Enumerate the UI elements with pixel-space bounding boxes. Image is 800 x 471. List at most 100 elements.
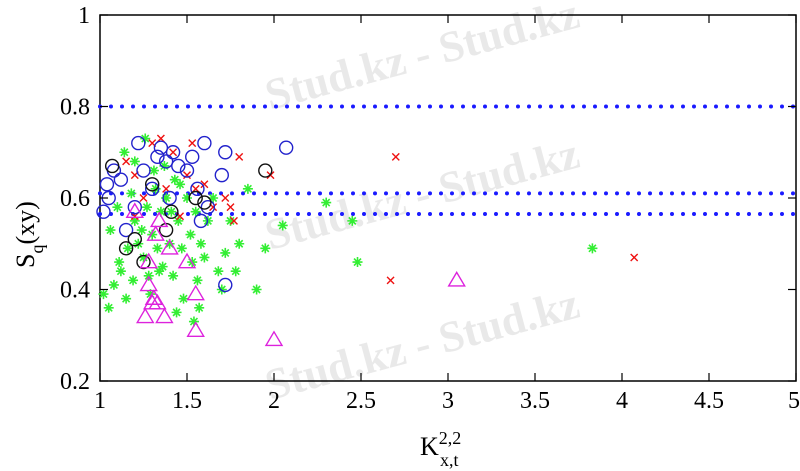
star-point (154, 266, 165, 277)
star-point (133, 238, 144, 249)
x-point (122, 157, 131, 166)
star-point (115, 266, 126, 277)
axis-labels: K2,2 x,t Sq(xy) (11, 201, 461, 470)
circle-point (118, 222, 134, 238)
circle-point (136, 163, 151, 178)
x-tick-label: 4.5 (694, 388, 724, 414)
triangle-point (160, 238, 179, 255)
star-point (103, 302, 114, 313)
star-point (176, 243, 187, 254)
y-tick-label: 1 (78, 3, 90, 29)
circle-point (153, 140, 169, 155)
star-point (141, 202, 152, 213)
star-point (129, 156, 140, 167)
x-point (191, 184, 200, 193)
star-point (251, 284, 262, 295)
circle-point (190, 181, 205, 197)
triangle-point (186, 321, 205, 337)
star-point (199, 252, 210, 263)
x-point (169, 148, 178, 157)
star-point (230, 266, 241, 277)
star-point (171, 307, 182, 318)
star-point (188, 316, 199, 327)
star-point (161, 193, 172, 203)
triangle-point (155, 307, 174, 324)
star-point (192, 275, 203, 286)
star-point (122, 243, 133, 254)
star-point (216, 284, 227, 295)
star-point (152, 243, 163, 254)
x-point (226, 203, 235, 212)
circle-point (127, 199, 143, 215)
triangle-point (139, 252, 158, 269)
star-point (166, 206, 177, 217)
circle-point (197, 195, 212, 210)
star-point (178, 293, 189, 304)
circle-point (278, 140, 294, 155)
x-point (130, 212, 139, 221)
star-point (128, 275, 139, 286)
star-point (173, 215, 184, 226)
star-point (260, 243, 271, 254)
x-tick-label: 4 (616, 388, 628, 414)
data-marks (96, 133, 639, 347)
star-point (190, 206, 201, 217)
circle-point (218, 277, 233, 293)
triangle-point (264, 330, 284, 347)
star-point (234, 238, 245, 249)
triangle-point (186, 284, 205, 301)
x-point (183, 171, 191, 180)
circle-point (96, 204, 111, 219)
circle-point (188, 190, 203, 206)
x-tick-label: 3.5 (520, 388, 550, 414)
circle-point (171, 158, 186, 174)
x-tick-label: 2.5 (346, 388, 376, 414)
triangle-point (125, 202, 145, 219)
y-tick-label: 0.8 (60, 95, 90, 121)
star-point (108, 279, 119, 290)
triangle-point (148, 293, 167, 310)
star-point (213, 266, 224, 277)
circle-point (162, 190, 177, 206)
star-point (169, 174, 180, 185)
circle-point (185, 149, 200, 165)
circle-point (218, 145, 233, 160)
star-point (185, 229, 196, 240)
star-point (136, 225, 147, 236)
star-point (105, 225, 116, 236)
circle-point (113, 172, 129, 187)
x-point (139, 194, 148, 202)
star-point (157, 261, 168, 272)
triangle-point (447, 270, 466, 287)
x-point (630, 253, 639, 262)
circle-point (104, 158, 120, 174)
star-point (155, 206, 166, 217)
circle-point (214, 167, 230, 183)
star-point (175, 179, 186, 190)
star-point (182, 193, 192, 203)
star-point (195, 238, 206, 249)
x-tick-label: 5 (788, 388, 800, 414)
circle-point (197, 135, 212, 151)
star-point (164, 238, 175, 249)
circle-point (136, 254, 151, 270)
star-point (587, 243, 598, 254)
circle-point (144, 181, 160, 197)
x-point (188, 139, 197, 148)
circle-point (193, 213, 209, 229)
star-point (150, 183, 161, 194)
x-point (235, 152, 244, 161)
star-point (347, 215, 358, 226)
triangle-point (139, 275, 158, 292)
circle-point (127, 231, 143, 247)
triangle-point (177, 252, 197, 269)
x-point (229, 216, 238, 225)
x-tick-label: 3 (442, 388, 454, 414)
circle-point (118, 241, 134, 256)
x-point (221, 194, 230, 202)
circle-point (144, 177, 160, 192)
circle-point (165, 145, 181, 160)
star-point (121, 293, 132, 304)
